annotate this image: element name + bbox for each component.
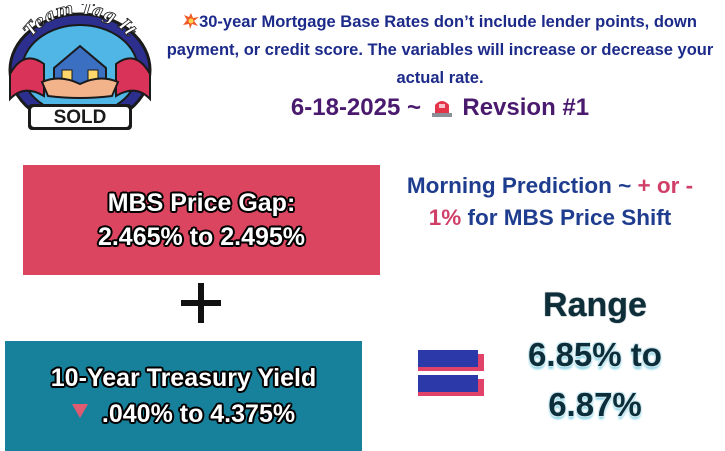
disclaimer-text: 30-year Mortgage Base Rates don’t includ… (166, 13, 714, 87)
down-triangle-icon (71, 404, 88, 418)
mbs-price-gap-label: MBS Price Gap: (107, 189, 296, 217)
disclaimer-note: 30-year Mortgage Base Rates don’t includ… (160, 8, 720, 92)
report-date: 6-18-2025 ~ (290, 94, 422, 121)
mbs-price-gap-box: MBS Price Gap: 2.465% to 2.495% (23, 165, 380, 275)
prediction-trail: for MBS Price Shift (461, 205, 672, 230)
equals-icon (418, 347, 484, 396)
rate-range: Range 6.85% to 6.87% (500, 280, 690, 430)
prediction-percent: 1% (428, 205, 462, 230)
treasury-yield-label: 10-Year Treasury Yield (50, 364, 317, 392)
morning-prediction: Morning Prediction ~ + or - 1% for MBS P… (380, 170, 720, 234)
team-tag-it-sold-logo: SOLD Team Tag It (8, 4, 152, 130)
prediction-lead: Morning Prediction ~ (406, 173, 638, 198)
plus-icon (181, 283, 221, 323)
siren-icon (431, 101, 452, 117)
prediction-plus-minus: + or - (637, 173, 694, 198)
collision-icon (183, 13, 200, 29)
date-revision-line: 6-18-2025 ~ Revsion #1 (160, 92, 720, 124)
mbs-price-gap-value: 2.465% to 2.495% (97, 223, 306, 251)
range-value-line1: 6.85% to (528, 336, 662, 373)
treasury-yield-value: .040% to 4.375% (101, 400, 296, 428)
range-title: Range (543, 286, 647, 324)
range-value-line2: 6.87% (548, 386, 642, 423)
revision-label: Revsion #1 (462, 94, 590, 121)
treasury-yield-box: 10-Year Treasury Yield .040% to 4.375% (5, 341, 362, 451)
logo-sold-text: SOLD (54, 107, 107, 128)
